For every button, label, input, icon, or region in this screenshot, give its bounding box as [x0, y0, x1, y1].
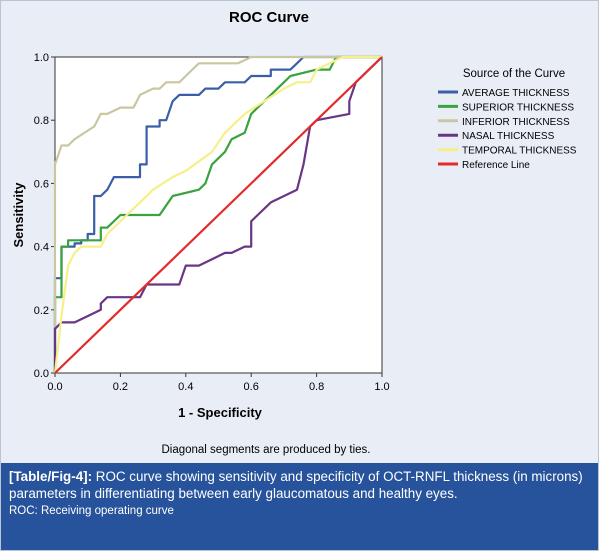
series-line-inferior-thickness — [53, 55, 382, 373]
y-tick-label: 0.2 — [34, 305, 49, 317]
roc-chart: ROC Curve 0.0 0.2 0.4 0.6 0.8 1.0 0.00.20.40.… — [11, 9, 577, 456]
caption-body: ROC curve showing sensitivity and specif… — [9, 469, 583, 501]
legend-label: TEMPORAL THICKNESS — [462, 146, 577, 157]
legend: AVERAGE THICKNESS SUPERIOR THICKNESS INFER… — [438, 88, 577, 171]
caption-tag: [Table/Fig-4]: — [9, 469, 93, 484]
y-axis-ticks: 0.0 0.2 0.4 0.6 0.8 1.0 — [34, 52, 55, 380]
series-line-nasal-thickness — [53, 56, 383, 373]
y-tick-label: 0.6 — [34, 178, 49, 190]
legend-label: Reference Line — [462, 160, 530, 171]
legend-title: Source of the Curve — [463, 68, 565, 80]
series-line-temporal-thickness — [53, 55, 382, 374]
x-tick-label: 0.8 — [309, 381, 324, 393]
x-axis-label: 1 - Specificity — [178, 405, 263, 420]
legend-label: INFERIOR THICKNESS — [462, 117, 570, 128]
x-tick-label: 0.2 — [113, 381, 128, 393]
chart-footnote: Diagonal segments are produced by ties. — [161, 444, 370, 456]
series-lines — [53, 55, 383, 374]
y-tick-label: 0.4 — [34, 242, 49, 254]
series-line-superior-thickness — [53, 55, 382, 373]
legend-label: SUPERIOR THICKNESS — [462, 102, 574, 113]
series-line-average-thickness — [53, 55, 382, 373]
legend-label: NASAL THICKNESS — [462, 131, 555, 142]
figure-caption: [Table/Fig-4]: ROC curve showing sensiti… — [1, 463, 598, 550]
x-tick-label: 0.0 — [47, 381, 62, 393]
y-tick-label: 0.0 — [34, 368, 49, 380]
x-tick-label: 0.6 — [244, 381, 259, 393]
x-axis-ticks: 0.0 0.2 0.4 0.6 0.8 1.0 — [47, 373, 390, 393]
legend-label: AVERAGE THICKNESS — [462, 88, 570, 99]
chart-area: ROC Curve 0.0 0.2 0.4 0.6 0.8 1.0 0.0 0.2 0.4 0.… — [1, 1, 598, 463]
caption-note: ROC: Receiving operating curve — [9, 505, 174, 517]
caption-text: [Table/Fig-4]: ROC curve showing sensiti… — [9, 468, 590, 502]
series-line-reference-line — [54, 56, 383, 374]
x-tick-label: 1.0 — [374, 381, 389, 393]
chart-title: ROC Curve — [229, 9, 309, 26]
y-tick-label: 1.0 — [34, 52, 49, 64]
y-tick-label: 0.8 — [34, 115, 49, 127]
x-tick-label: 0.4 — [178, 381, 193, 393]
y-axis-label: Sensitivity — [11, 182, 26, 248]
